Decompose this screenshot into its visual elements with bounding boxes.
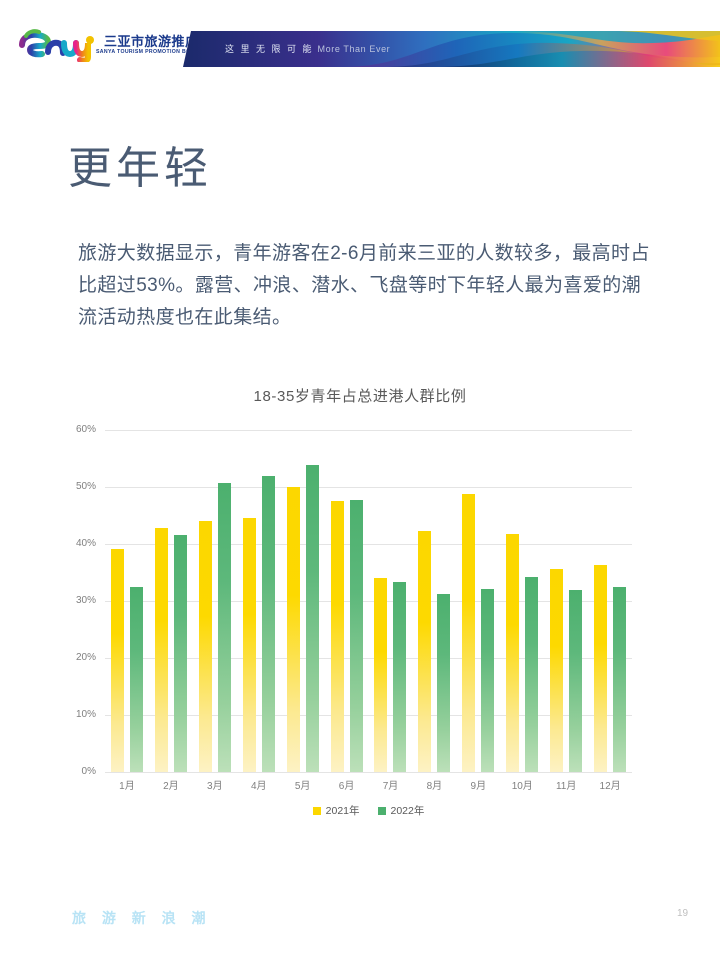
page-number: 19 (677, 908, 689, 919)
gridline (105, 772, 632, 773)
bar-2021[interactable] (374, 577, 388, 772)
chart-plot-area: 60% 50% 40% 30% 20% 10% 0% (76, 424, 632, 777)
bar-group (500, 430, 544, 772)
bar-2022[interactable] (481, 589, 495, 772)
chart-legend: 2021年 2022年 (105, 803, 632, 818)
legend-swatch-icon (312, 806, 321, 815)
gridline (105, 544, 632, 545)
bar-group (149, 430, 193, 772)
y-axis-tick-label: 40% (75, 538, 96, 549)
gridline (105, 715, 632, 716)
logo-text-cn: 三亚市旅游推广局 (104, 33, 213, 49)
page-title: 更年轻 (68, 144, 212, 193)
x-axis-tick-label: 8月 (426, 781, 443, 792)
bar-2021[interactable] (154, 528, 168, 772)
legend-item[interactable]: 2022年 (377, 803, 425, 818)
x-axis-tick-label: 9月 (470, 781, 487, 792)
bar-group (412, 430, 456, 772)
bar-2021[interactable] (286, 487, 300, 772)
bar-group (456, 430, 500, 772)
banner-slogan: 这 里 无 限 可 能 More Than Ever (225, 42, 390, 55)
sanya-logo-text: 三亚市旅游推广局 SANYA TOURISM PROMOTION BOARD (96, 33, 213, 56)
x-axis-tick-label: 12月 (599, 781, 621, 792)
gridline (105, 601, 632, 602)
chart-container: 18-35岁青年占总进港人群比例 60% 50% 40% 30% 20% 10% 0% 1月… (0, 385, 720, 845)
bar-group (325, 430, 369, 772)
x-axis-tick-label: 7月 (382, 781, 399, 792)
bar-2021[interactable] (330, 501, 344, 772)
x-axis-tick-label: 5月 (294, 781, 311, 792)
bar-2021[interactable] (550, 569, 564, 772)
legend-item[interactable]: 2021年 (312, 803, 360, 818)
x-axis-tick-label: 6月 (338, 781, 355, 792)
body-paragraph: 旅游大数据显示，青年游客在2-6月前来三亚的人数较多，最高时占比超过53%。露营… (78, 243, 650, 328)
header-banner: 这 里 无 限 可 能 More Than Ever (183, 31, 720, 67)
gridline (105, 487, 632, 488)
bar-2022[interactable] (437, 593, 451, 772)
y-axis-tick-label: 0% (81, 766, 96, 777)
bar-group (105, 430, 149, 772)
chart-title: 18-35岁青年占总进港人群比例 (253, 388, 467, 405)
gridline (105, 430, 632, 431)
bar-2021[interactable] (110, 549, 124, 772)
x-axis-tick-label: 1月 (119, 781, 135, 792)
slide-header: 三亚市旅游推广局 SANYA TOURISM PROMOTION BOARD (0, 0, 720, 90)
x-axis-tick-label: 4月 (250, 781, 267, 792)
bar-group (544, 430, 588, 772)
y-axis-tick-label: 10% (75, 709, 96, 720)
bar-group (237, 430, 281, 772)
x-axis-tick-label: 3月 (207, 781, 223, 792)
y-axis-tick-label: 30% (75, 595, 96, 606)
footer-brand: 旅 游 新 浪 潮 (72, 910, 212, 926)
bar-group (588, 430, 632, 772)
bar-group (281, 430, 325, 772)
bar-2021[interactable] (594, 564, 608, 772)
bar-2022[interactable] (393, 581, 407, 772)
bar-2021[interactable] (198, 520, 212, 772)
bar-2022[interactable] (129, 587, 143, 772)
bar-2022[interactable] (173, 534, 187, 772)
bar-group (193, 430, 237, 772)
bar-2022[interactable] (349, 499, 363, 772)
bar-2022[interactable] (613, 587, 627, 772)
x-axis-tick-label: 11月 (555, 781, 577, 792)
legend-label: 2022年 (390, 805, 425, 817)
banner-slogan-en: More Than Ever (317, 44, 391, 54)
y-axis-tick-label: 60% (75, 424, 96, 435)
sanya-wordmark-icon (18, 28, 96, 62)
bar-2022[interactable] (569, 590, 583, 772)
legend-label: 2021年 (325, 805, 360, 817)
gridline (105, 658, 632, 659)
bar-2022[interactable] (305, 465, 319, 772)
bar-2021[interactable] (462, 494, 476, 772)
bar-2022[interactable] (217, 483, 231, 772)
bar-2021[interactable] (506, 534, 520, 772)
bar-2021[interactable] (418, 530, 432, 772)
y-axis-tick-label: 50% (75, 481, 96, 492)
x-axis-tick-label: 10月 (511, 781, 533, 792)
bar-2021[interactable] (242, 517, 256, 772)
logo-text-en: SANYA TOURISM PROMOTION BOARD (96, 49, 203, 56)
legend-swatch-icon (377, 806, 386, 815)
bar-2022[interactable] (261, 475, 275, 772)
chart-bars (105, 430, 632, 772)
sanya-logo: 三亚市旅游推广局 SANYA TOURISM PROMOTION BOARD (18, 28, 212, 62)
y-axis-tick-label: 20% (75, 652, 96, 663)
chart-x-axis: 1月 2月 3月 4月 5月 6月 7月 8月 9月 10月 11月 12月 (105, 777, 632, 792)
banner-slogan-cn: 这 里 无 限 可 能 (225, 44, 314, 54)
bar-2022[interactable] (525, 576, 539, 772)
bar-group (369, 430, 413, 772)
x-axis-tick-label: 2月 (163, 781, 179, 792)
